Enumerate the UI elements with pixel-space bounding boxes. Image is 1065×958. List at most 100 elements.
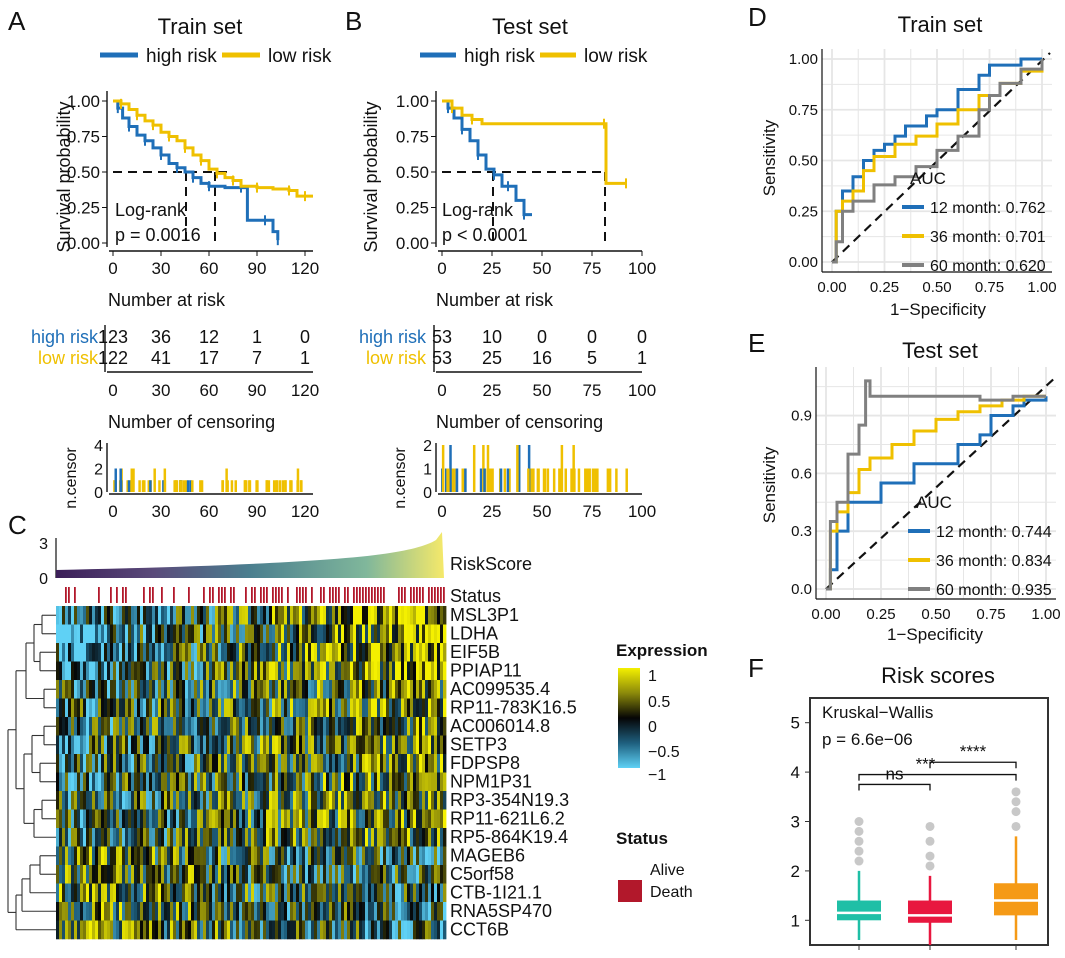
heatmap-cell (110, 920, 114, 940)
heatmap-cell (113, 754, 117, 773)
heatmap-cell (164, 791, 168, 810)
heatmap-cell (68, 865, 72, 884)
heatmap-cell (164, 606, 168, 625)
heatmap-cell (56, 717, 60, 736)
heatmap-cell (131, 828, 135, 847)
roc-xtick-label: 0.75 (975, 279, 1004, 296)
heatmap-cell (161, 643, 165, 662)
heatmap-cell (350, 680, 354, 699)
heatmap-cell (77, 772, 81, 792)
heatmap-cell (248, 624, 252, 644)
heatmap-cell (104, 772, 108, 792)
heatmap-cell (167, 606, 171, 625)
heatmap-cell (257, 680, 261, 699)
heatmap-cell (398, 643, 402, 662)
heatmap-cell (296, 772, 300, 792)
censor-ytick-label: 0 (423, 485, 432, 502)
box-ytick-label: 3 (791, 813, 800, 832)
heatmap-cell (167, 717, 171, 736)
heatmap-cell (59, 754, 63, 773)
heatmap-cell (374, 791, 378, 810)
heatmap-cell (305, 624, 309, 644)
heatmap-cell (407, 883, 411, 903)
heatmap-cell (173, 772, 177, 792)
heatmap-cell (251, 754, 255, 773)
box-outlier-C2 (925, 861, 935, 871)
heatmap-cell (251, 865, 255, 884)
heatmap-cell (179, 606, 183, 625)
heatmap-cell (113, 791, 117, 810)
heatmap-cell (74, 828, 78, 847)
heatmap-cell (275, 846, 279, 866)
status-mark (356, 587, 358, 603)
heatmap-cell (242, 643, 246, 662)
heatmap-cell (65, 920, 69, 940)
heatmap-cell (191, 846, 195, 866)
heatmap-cell (410, 920, 414, 940)
heatmap-cell (278, 791, 282, 810)
heatmap-cell (233, 772, 237, 792)
heatmap-cell (86, 661, 90, 681)
heatmap-cell (269, 624, 273, 644)
heatmap-cell (191, 902, 195, 921)
heatmap-cell (215, 846, 219, 866)
heatmap-cell (257, 643, 261, 662)
censor-ytick-label: 0 (94, 485, 103, 502)
heatmap-cell (98, 698, 102, 718)
heatmap-cell (71, 809, 75, 829)
heatmap-cell (380, 772, 384, 792)
heatmap-cell (83, 698, 87, 718)
heatmap-cell (122, 883, 126, 903)
heatmap-cell (224, 809, 228, 829)
heatmap-cell (227, 920, 231, 940)
heatmap-cell (410, 902, 414, 921)
heatmap-cell (200, 754, 204, 773)
heatmap-cell (266, 772, 270, 792)
heatmap-cell (227, 883, 231, 903)
heatmap-cell (407, 791, 411, 810)
heatmap-cell (416, 902, 420, 921)
heatmap-cell (374, 624, 378, 644)
heatmap-cell (344, 698, 348, 718)
heatmap-cell (395, 920, 399, 940)
heatmap-cell (344, 754, 348, 773)
heatmap-cell (281, 624, 285, 644)
heatmap-cell (77, 920, 81, 940)
heatmap-cell (293, 828, 297, 847)
heatmap-cell (284, 865, 288, 884)
heatmap-cell (338, 698, 342, 718)
heatmap-cell (245, 754, 249, 773)
heatmap-cell (68, 643, 72, 662)
heatmap-cell (164, 735, 168, 755)
heatmap-cell (356, 920, 360, 940)
heatmap-cell (215, 698, 219, 718)
heatmap-cell (110, 624, 114, 644)
heatmap-cell (269, 717, 273, 736)
heatmap-cell (113, 865, 117, 884)
heatmap-cell (326, 772, 330, 792)
heatmap-cell (254, 643, 258, 662)
heatmap-cell (86, 772, 90, 792)
heatmap-cell (263, 828, 267, 847)
heatmap-cell (116, 865, 120, 884)
risk-cell: 7 (252, 348, 262, 368)
heatmap-cell (92, 624, 96, 644)
heatmap-cell (365, 754, 369, 773)
heatmap-cell (149, 902, 153, 921)
heatmap-cell (380, 754, 384, 773)
heatmap-cell (254, 624, 258, 644)
heatmap-cell (215, 902, 219, 921)
heatmap-cell (92, 735, 96, 755)
heatmap-cell (173, 846, 177, 866)
heatmap-cell (95, 809, 99, 829)
heatmap-cell (407, 643, 411, 662)
roc-ytick-label: 0.9 (791, 408, 812, 425)
heatmap-cell (404, 717, 408, 736)
heatmap-cell (287, 643, 291, 662)
censor-ytick-label: 1 (423, 462, 432, 479)
heatmap-cell (353, 828, 357, 847)
heatmap-cell (200, 624, 204, 644)
heatmap-cell (416, 791, 420, 810)
heatmap-cell (275, 606, 279, 625)
heatmap-cell (92, 772, 96, 792)
